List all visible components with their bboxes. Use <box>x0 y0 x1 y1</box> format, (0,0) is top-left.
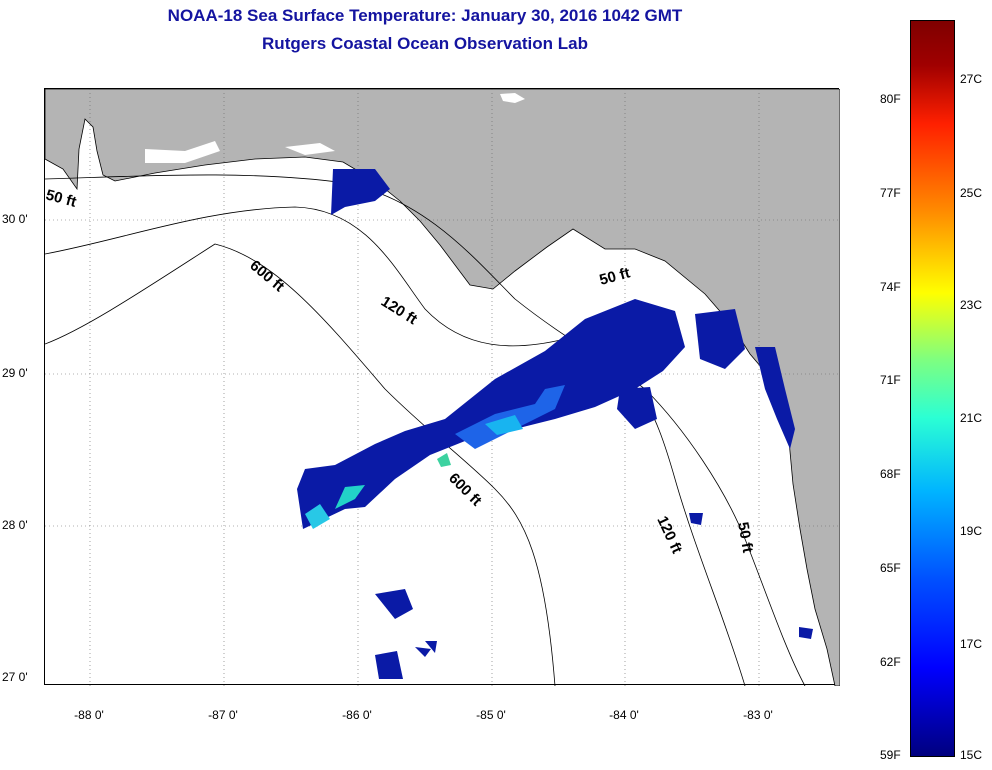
lon-label-87: -87 0' <box>208 708 238 722</box>
depth-label-50ft-west: 50 ft <box>45 186 78 210</box>
colorbar-c-19: 19C <box>960 524 983 538</box>
lon-label-85: -85 0' <box>476 708 506 722</box>
lat-label-27: 27 0' <box>2 670 28 684</box>
depth-label-50ft-central: 50 ft <box>598 264 632 288</box>
lon-label-88: -88 0' <box>74 708 104 722</box>
depth-label-600ft-east: 600 ft <box>445 470 485 510</box>
colorbar-c-17: 17C <box>960 637 983 651</box>
land-mass <box>45 89 840 686</box>
colorbar-f-62: 62F <box>880 655 901 669</box>
depth-label-600ft-west: 600 ft <box>246 257 287 295</box>
lon-label-83: -83 0' <box>743 708 773 722</box>
lon-label-84: -84 0' <box>609 708 639 722</box>
colorbar-f-77: 77F <box>880 186 901 200</box>
temperature-colorbar <box>910 20 955 757</box>
map-title: NOAA-18 Sea Surface Temperature: January… <box>167 6 683 25</box>
colorbar-c-25: 25C <box>960 186 983 200</box>
colorbar-f-68: 68F <box>880 467 901 481</box>
depth-label-50ft-east: 50 ft <box>734 521 756 554</box>
depth-label-120ft-east: 120 ft <box>653 514 685 557</box>
map-subtitle: Rutgers Coastal Ocean Observation Lab <box>262 34 588 53</box>
colorbar-c-15: 15C <box>960 748 983 762</box>
lat-label-30: 30 0' <box>2 212 28 226</box>
colorbar-c-23: 23C <box>960 298 983 312</box>
depth-label-120ft-central: 120 ft <box>378 293 420 328</box>
colorbar-c-27: 27C <box>960 72 983 86</box>
sst-cold-water <box>297 169 813 679</box>
bay-area <box>285 143 335 155</box>
lon-label-86: -86 0' <box>342 708 372 722</box>
depth-contours <box>45 174 806 686</box>
colorbar-f-71: 71F <box>880 373 901 387</box>
colorbar-f-74: 74F <box>880 280 901 294</box>
grid-lines <box>45 89 840 686</box>
sst-map: 50 ft 600 ft 120 ft 50 ft 600 ft 120 ft … <box>44 88 840 686</box>
bay-area <box>500 93 525 103</box>
colorbar-f-65: 65F <box>880 561 901 575</box>
lat-label-29: 29 0' <box>2 366 28 380</box>
sst-warmer-water <box>305 385 565 529</box>
colorbar-f-80: 80F <box>880 92 901 106</box>
colorbar-c-21: 21C <box>960 411 983 425</box>
bay-area <box>145 141 220 163</box>
lat-label-28: 28 0' <box>2 518 28 532</box>
colorbar-f-59: 59F <box>880 748 901 762</box>
